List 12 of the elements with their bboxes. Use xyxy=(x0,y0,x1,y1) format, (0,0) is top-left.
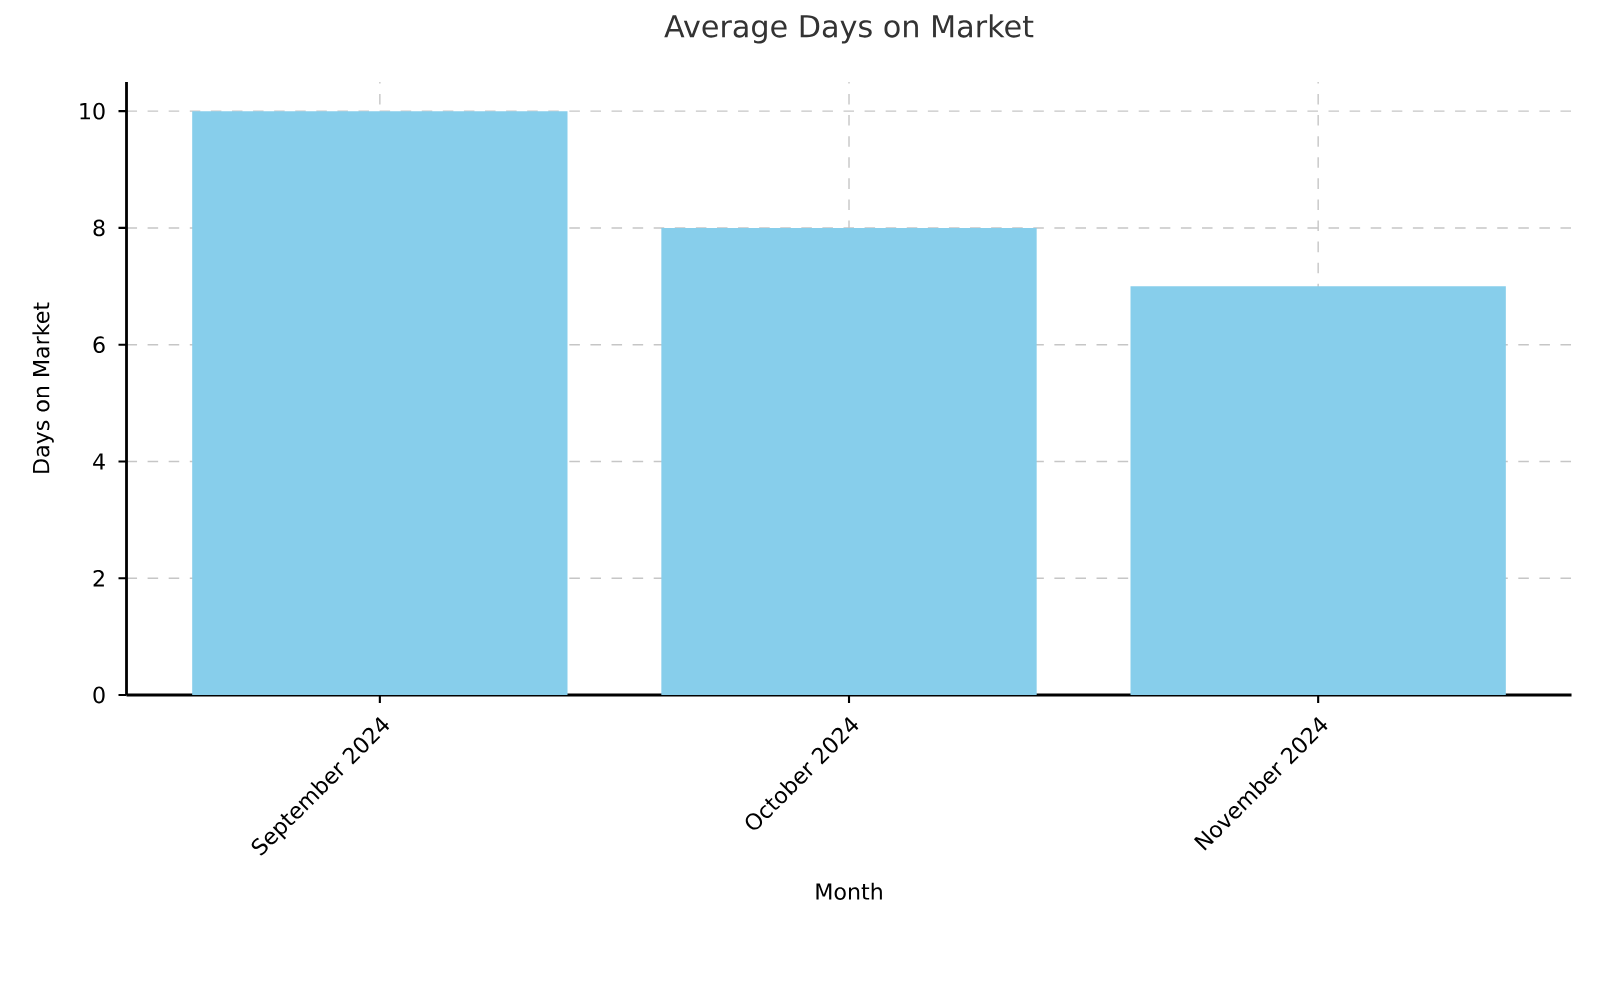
y-tick-label: 6 xyxy=(93,336,105,354)
bar xyxy=(1130,286,1506,695)
y-tick-label: 8 xyxy=(93,219,105,237)
chart-title: Average Days on Market xyxy=(664,14,1034,44)
y-tick-label: 10 xyxy=(80,102,105,120)
y-tick-label: 2 xyxy=(93,570,104,587)
bar xyxy=(192,111,568,695)
y-tick-label: 0 xyxy=(93,686,105,704)
bar xyxy=(661,227,1037,695)
y-axis-title: Days on Market xyxy=(32,302,54,473)
x-axis-title: Month xyxy=(816,882,882,900)
y-tick-label: 4 xyxy=(93,453,105,470)
